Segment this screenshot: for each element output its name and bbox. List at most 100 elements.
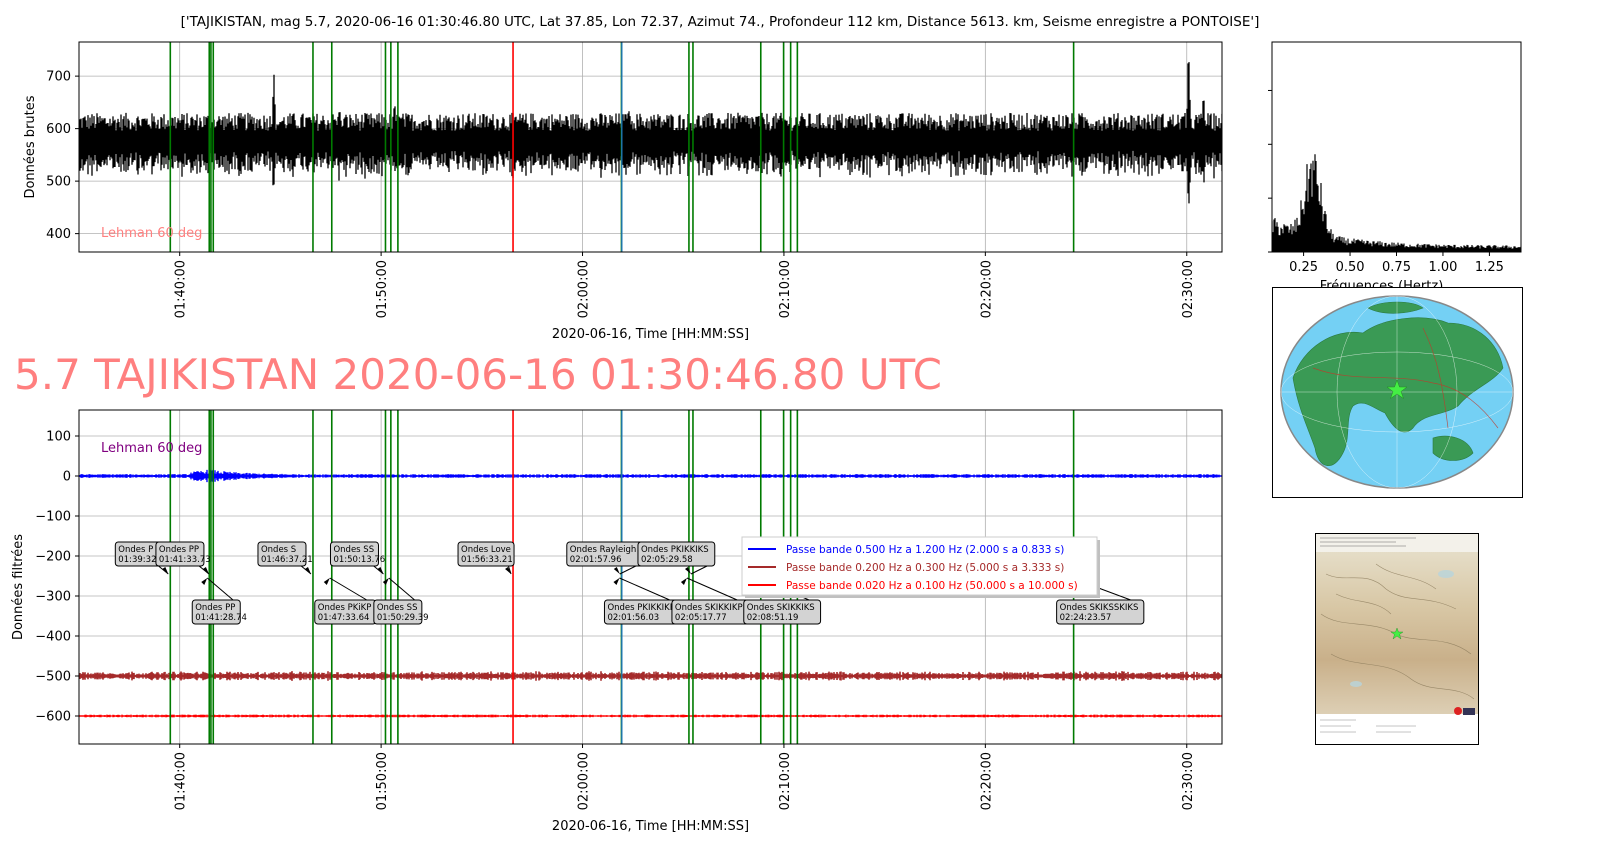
figure-title: ['TAJIKISTAN, mag 5.7, 2020-06-16 01:30:… (180, 14, 1260, 30)
x-tick-label: 02:10:00 (778, 752, 793, 810)
plot-frame (78, 409, 1223, 745)
phase-time: 01:56:33.21 (461, 555, 513, 565)
arrow-head-icon (162, 567, 169, 574)
globe-icon (1280, 295, 1514, 489)
world-map (1272, 287, 1523, 498)
filtered-series-3 (79, 714, 1222, 718)
x-tick-label: 01:40:00 (174, 752, 189, 810)
phase-name: Ondes P (118, 545, 153, 555)
legend-entry: Passe bande 0.200 Hz a 0.300 Hz (5.000 s… (786, 562, 1064, 574)
phase-name: Ondes SS (333, 545, 374, 555)
x-tick-label: 01:50:00 (375, 752, 390, 810)
phase-arrow (206, 577, 234, 601)
y-tick-label: 700 (46, 70, 71, 85)
phase-label-box (637, 541, 716, 567)
phase-arrow (300, 565, 312, 575)
arrow-head-icon (613, 578, 620, 585)
x-axis-label: 2020-06-16, Time [HH:MM:SS] (552, 819, 749, 834)
phase-time: 02:08:51.19 (747, 613, 799, 623)
x-tick-label: 02:30:00 (1181, 752, 1196, 810)
x-tick-label: 1.25 (1475, 260, 1504, 275)
legend-box (741, 536, 1098, 596)
y-tick-label: 0 (63, 470, 71, 485)
phase-arrow (158, 565, 169, 575)
y-tick-label: 400 (46, 227, 71, 242)
phase-label-box (257, 541, 307, 567)
arrow-head-icon (382, 578, 389, 585)
phase-time: 01:41:28.74 (195, 613, 247, 623)
x-tick-label: 01:50:00 (375, 260, 390, 318)
phase-label-box (457, 541, 515, 567)
arrow-head-icon (505, 567, 512, 574)
phase-time: 01:41:33.73 (159, 555, 211, 565)
plot-frame (78, 41, 1223, 253)
x-tick-label: 0.75 (1382, 260, 1411, 275)
phase-name: Ondes SKIKSSKIKS (1060, 603, 1139, 613)
x-tick-label: 02:30:00 (1181, 260, 1196, 318)
phase-arrow (619, 577, 670, 601)
x-tick-label: 01:40:00 (174, 260, 189, 318)
terrain-map-icon (1316, 534, 1478, 744)
emsc-logo-icon (1454, 707, 1475, 715)
phase-name: Ondes PKiKP (318, 603, 372, 613)
legend-entry: Passe bande 0.500 Hz a 1.200 Hz (2.000 s… (786, 544, 1064, 556)
phase-label-box (191, 599, 241, 625)
phase-name: Ondes SS (377, 603, 418, 613)
phase-time: 01:46:37.21 (261, 555, 313, 565)
phase-time: 02:05:29.58 (641, 555, 693, 565)
arrow-head-icon (684, 567, 691, 574)
x-tick-label: 0.50 (1336, 260, 1365, 275)
epicenter-star-icon (1390, 627, 1404, 640)
x-tick-label: 02:20:00 (979, 752, 994, 810)
phase-time: 01:39:32.17 (118, 555, 170, 565)
phase-label-box (329, 541, 379, 567)
y-tick-label: −600 (35, 710, 71, 725)
phase-time: 02:01:57.96 (570, 555, 622, 565)
phase-name: Ondes PKIKKIKS (641, 545, 709, 555)
phase-name: Ondes SKIKKIKS (747, 603, 815, 613)
filtered-series-2 (79, 671, 1222, 681)
fft-spectrum (1272, 154, 1521, 252)
phase-time: 02:01:56.03 (607, 613, 659, 623)
y-tick-label: −100 (35, 510, 71, 525)
phase-name: Ondes PKIKKIKP (607, 603, 674, 613)
y-tick-label: −300 (35, 590, 71, 605)
phase-arrow (388, 577, 415, 601)
phase-label-box (743, 599, 822, 625)
arrow-head-icon (304, 567, 311, 574)
y-tick-label: 600 (46, 122, 71, 137)
phase-arrow (198, 565, 210, 575)
y-axis-label: Données filtrées (11, 534, 26, 640)
y-tick-label: −400 (35, 630, 71, 645)
y-tick-label: −200 (35, 550, 71, 565)
lehman-annotation: Lehman 60 deg (101, 226, 202, 241)
phase-name: Ondes Love (461, 545, 511, 555)
raw-waveform (79, 62, 1222, 204)
y-axis-label: Données brutes (23, 95, 38, 198)
y-tick-label: −500 (35, 670, 71, 685)
phase-name: Ondes PP (195, 603, 235, 613)
arrow-head-icon (323, 578, 330, 585)
arrow-head-icon (613, 567, 620, 574)
arrow-head-icon (377, 567, 384, 574)
arrow-head-icon (680, 578, 687, 585)
phase-name: Ondes PP (159, 545, 199, 555)
phase-arrow (690, 565, 708, 575)
phase-name: Ondes SKIKKIKP (675, 603, 743, 613)
phase-arrow (507, 565, 512, 575)
raw-data-chart: 400 500 600 700 01:40:00 01:50:00 02:00:00 02:1… (23, 41, 1223, 342)
filtered-series-1 (79, 469, 1222, 483)
phase-arrow (373, 565, 384, 575)
phase-time: 02:05:17.77 (675, 613, 727, 623)
x-tick-label: 0.25 (1289, 260, 1318, 275)
phase-time: 01:50:13.76 (333, 555, 385, 565)
arrow-head-icon (202, 567, 209, 574)
y-tick-label: 100 (46, 430, 71, 445)
y-tick-label: 500 (46, 175, 71, 190)
phase-time: 02:24:23.57 (1060, 613, 1112, 623)
phase-label-box (373, 599, 423, 625)
regional-map (1315, 533, 1479, 745)
x-tick-label: 02:20:00 (979, 260, 994, 318)
